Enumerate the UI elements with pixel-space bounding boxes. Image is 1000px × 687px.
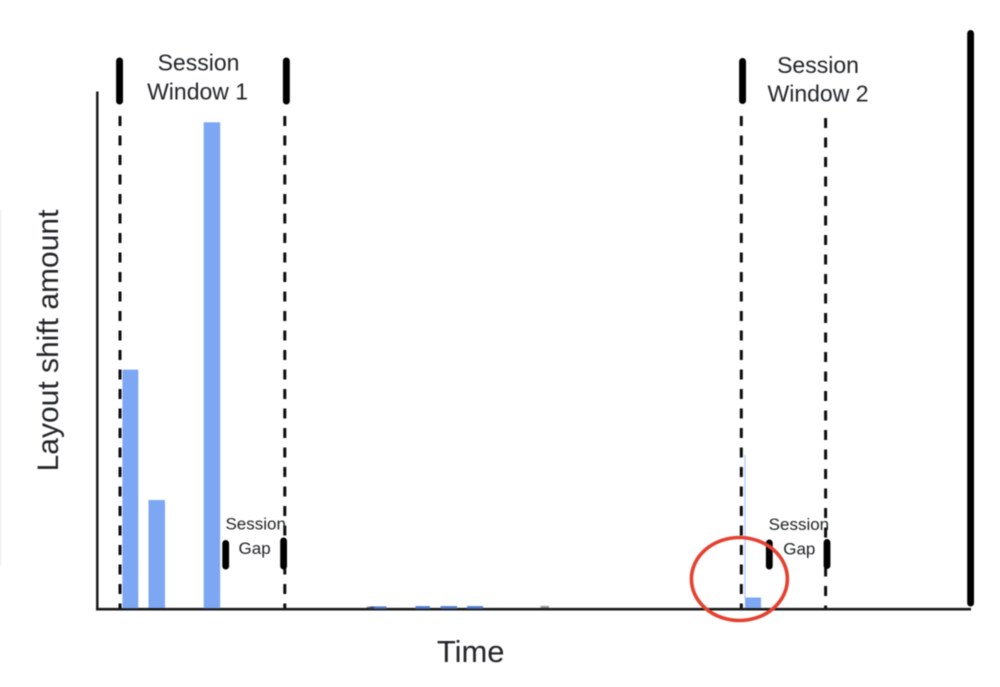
- svg-text:Session: Session: [777, 52, 859, 78]
- svg-text:Session: Session: [769, 515, 829, 534]
- svg-text:Time: Time: [437, 634, 505, 669]
- svg-text:Session: Session: [158, 50, 240, 76]
- svg-text:Gap: Gap: [239, 539, 271, 558]
- svg-text:Gap: Gap: [783, 539, 815, 558]
- svg-text:Window 2: Window 2: [768, 81, 869, 107]
- svg-text:Session: Session: [225, 515, 285, 534]
- svg-text:Window 1: Window 1: [147, 79, 248, 105]
- svg-text:Layout shift amount: Layout shift amount: [32, 209, 65, 471]
